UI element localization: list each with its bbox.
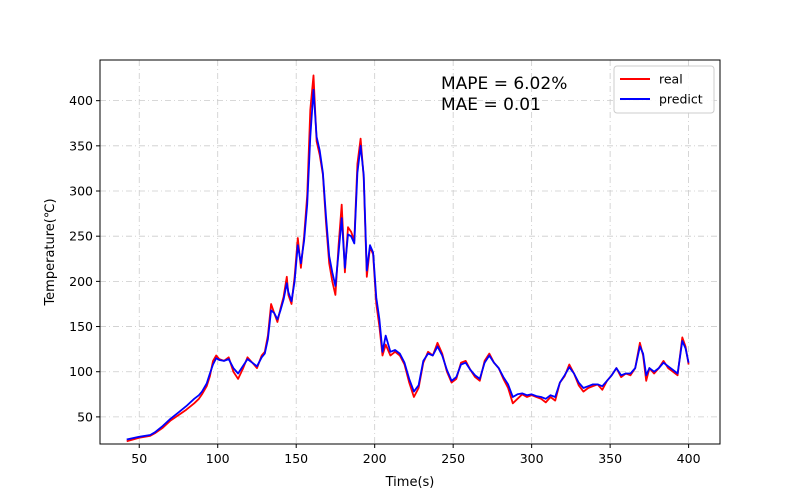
plot-frame — [99, 59, 721, 445]
x-tick-label-200: 200 — [363, 451, 387, 466]
x-tick-label-250: 250 — [441, 451, 465, 466]
x-tick-label-150: 150 — [284, 451, 308, 466]
y-axis-label: Temperature(℃) — [43, 198, 58, 306]
x-tick-label-350: 350 — [598, 451, 622, 466]
y-tick-label-300: 300 — [69, 184, 93, 199]
series-layer — [126, 74, 690, 443]
series-line-predict — [126, 88, 690, 441]
x-tick-label-50: 50 — [131, 451, 147, 466]
legend-box — [613, 65, 715, 114]
y-tick-label-400: 400 — [69, 93, 93, 108]
y-tick-label-50: 50 — [77, 409, 93, 424]
x-tick-label-100: 100 — [206, 451, 230, 466]
y-tick-label-150: 150 — [69, 319, 93, 334]
x-tick-label-300: 300 — [520, 451, 544, 466]
grid-lines — [100, 60, 720, 444]
legend-label-predict: predict — [659, 92, 703, 107]
y-tick-label-250: 250 — [69, 229, 93, 244]
y-tick-label-200: 200 — [69, 274, 93, 289]
y-tick-label-100: 100 — [69, 364, 93, 379]
x-tick-label-400: 400 — [677, 451, 701, 466]
mae-annotation: MAE = 0.01 — [441, 95, 541, 115]
mape-annotation: MAPE = 6.02% — [441, 74, 567, 94]
legend: real predict — [613, 65, 715, 114]
y-tick-label-350: 350 — [69, 138, 93, 153]
axis-ticks: 50 100 150 200 250 300 350 400 50 100 150 200 250 300… — [69, 93, 700, 466]
x-axis-label: Time(s) — [385, 475, 435, 490]
legend-label-real: real — [659, 72, 683, 87]
